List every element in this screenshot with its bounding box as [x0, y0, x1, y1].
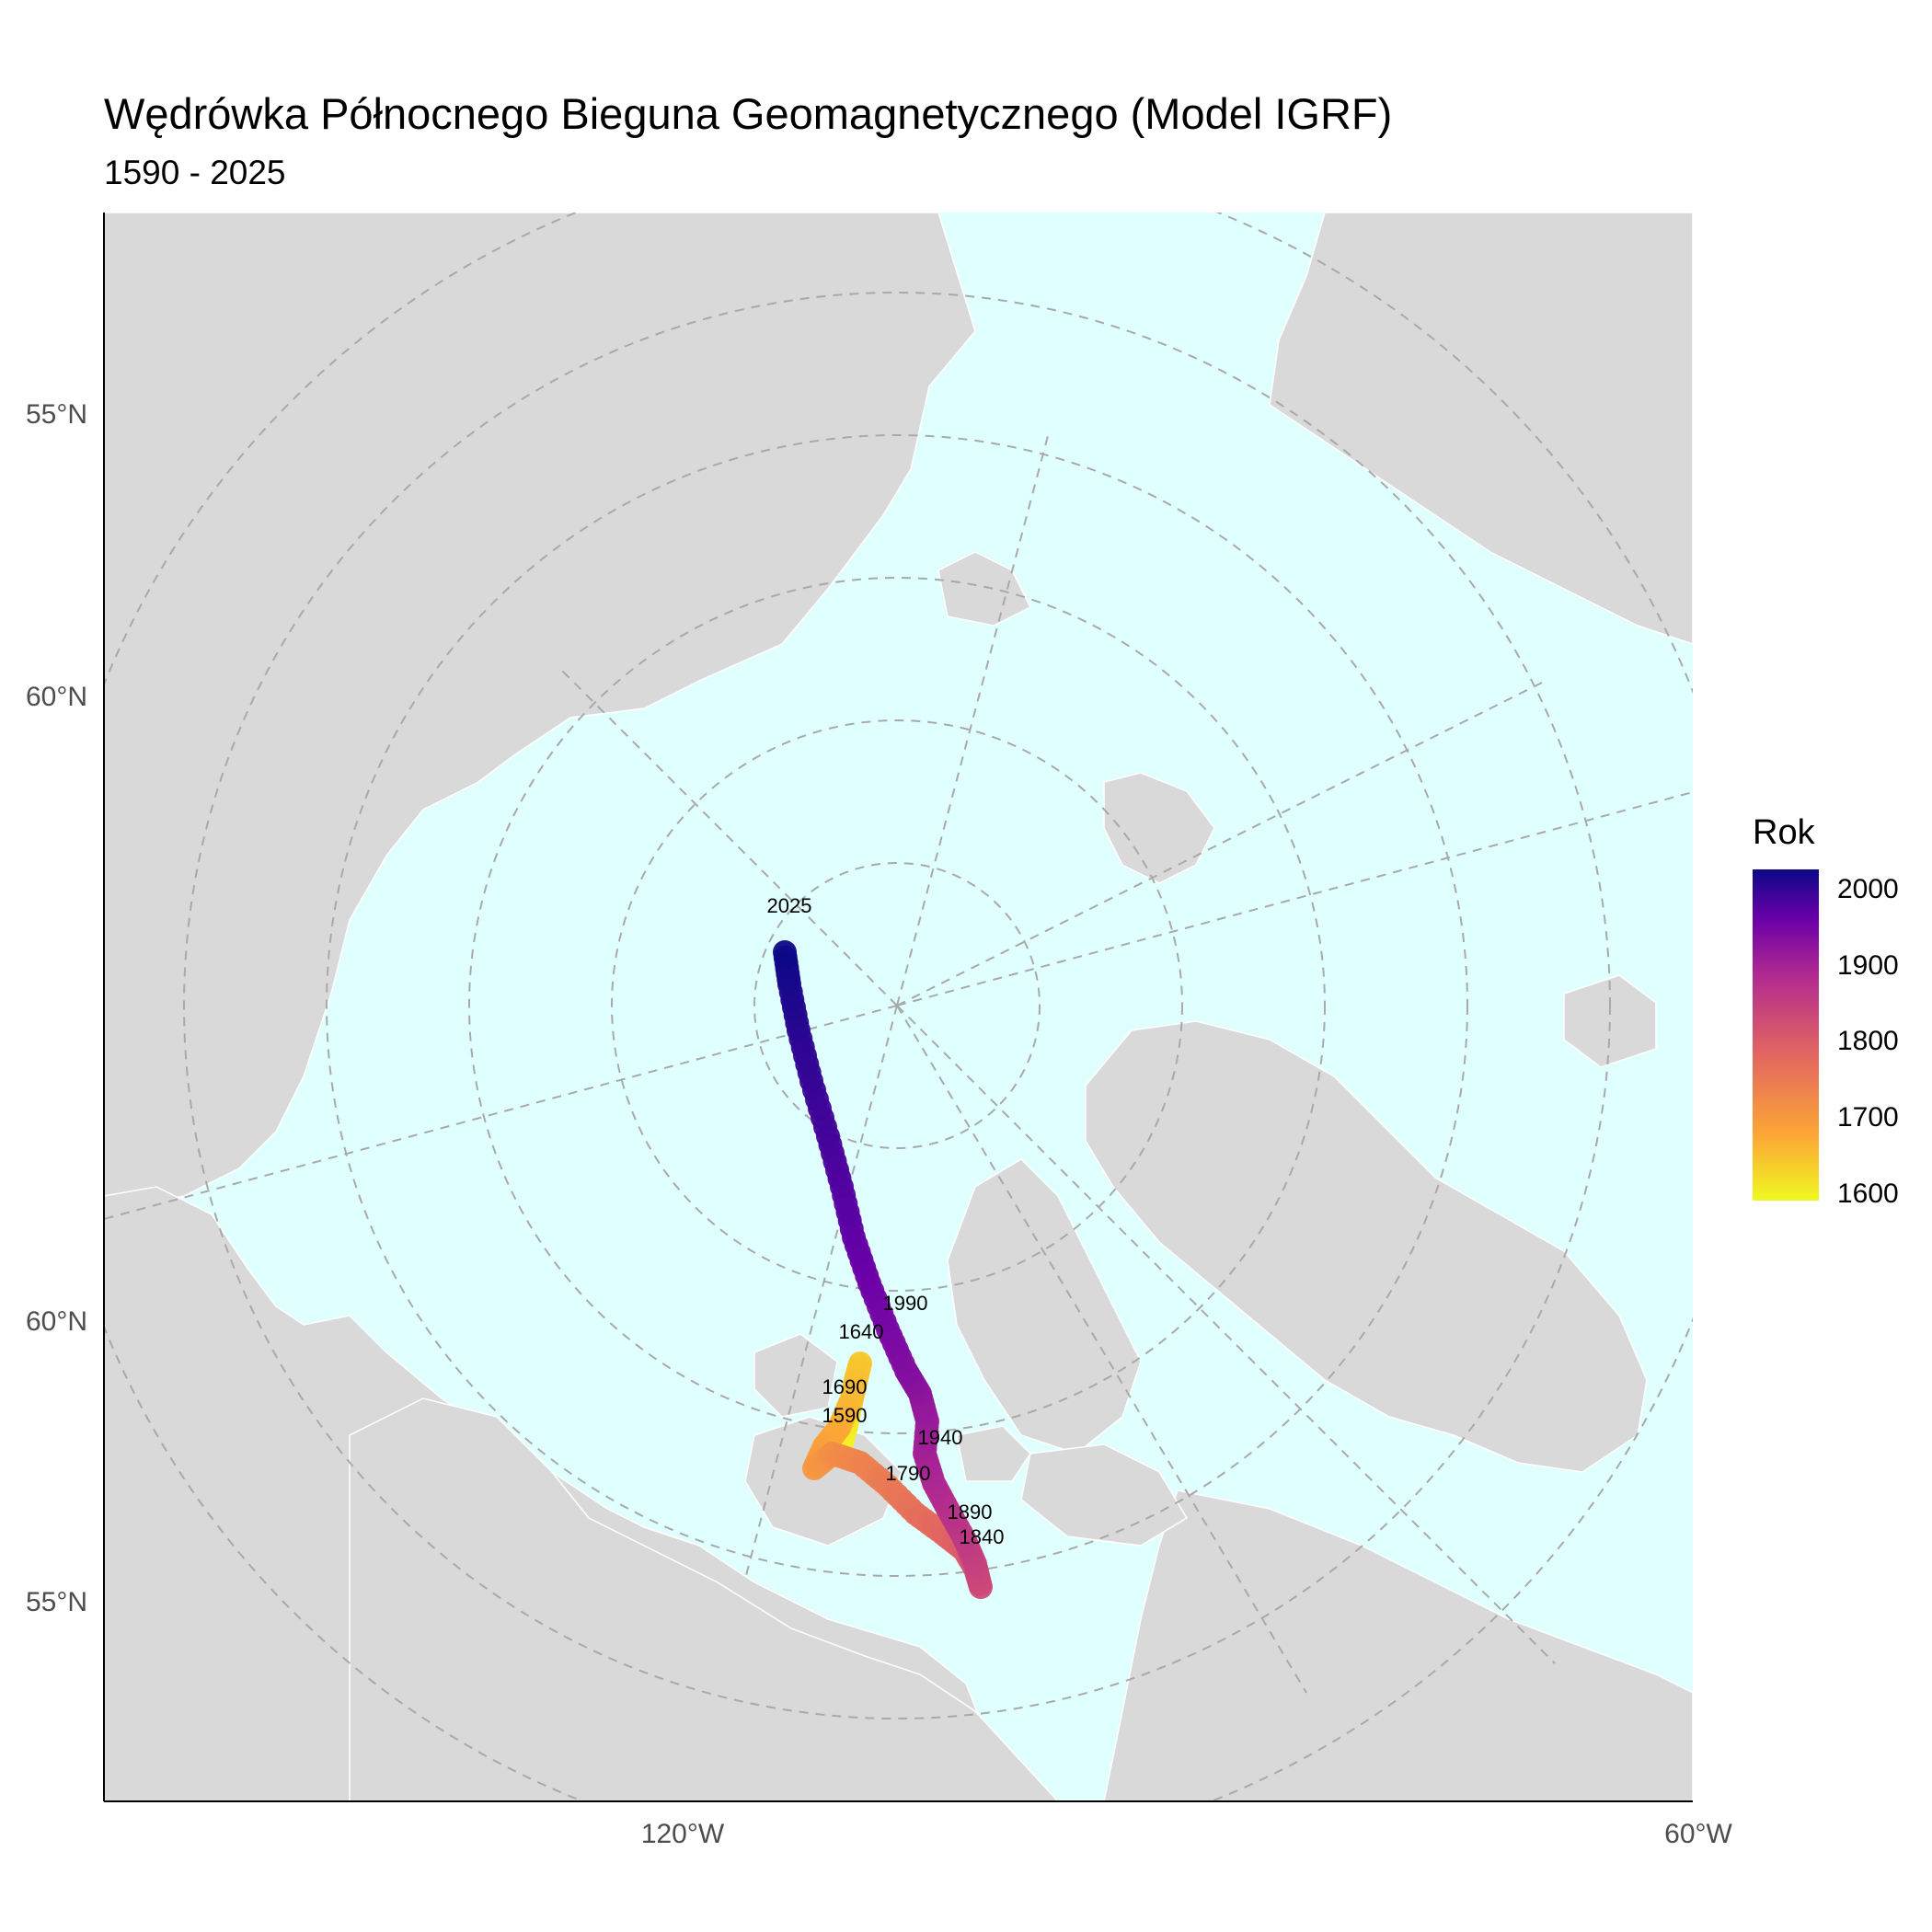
meridian-line: [896, 680, 1547, 1006]
year-label: 1890: [948, 1501, 993, 1524]
y-axis-ticks: 55°N 60°N 60°N 55°N: [26, 399, 87, 1617]
land-devon-island: [956, 1425, 1031, 1482]
graticule: [104, 213, 1693, 1801]
land-canada-east: [1103, 1489, 1693, 1801]
year-label: 1690: [822, 1375, 868, 1398]
year-label: 1590: [822, 1404, 868, 1427]
year-labels: 2025 1990 1940 1890 1840 1790 1690 1640 …: [767, 894, 1005, 1548]
legend-colorbar: [1753, 869, 1819, 1201]
legend-tick: 2000: [1837, 874, 1899, 904]
x-axis-ticks: 120°W 60°W: [641, 1819, 1733, 1849]
x-tick-label: 60°W: [1664, 1819, 1732, 1849]
y-tick-label: 55°N: [26, 1587, 87, 1617]
land-siberia: [104, 213, 976, 1206]
pole-track: [773, 940, 993, 1599]
meridian-line: [560, 669, 898, 1006]
meridian-line: [104, 1005, 898, 1220]
year-label: 1640: [839, 1320, 884, 1343]
legend: Rok 2000 1900 1800 1700 1600: [1753, 813, 1899, 1209]
land-novaya-zemlya: [937, 551, 1032, 627]
map-panel: 2025 1990 1940 1890 1840 1790 1690 1640 …: [104, 213, 1693, 1801]
legend-title: Rok: [1753, 813, 1816, 852]
legend-tick: 1900: [1837, 950, 1899, 981]
land-svalbard: [1103, 772, 1215, 884]
land-iceland: [1563, 974, 1657, 1068]
meridian-line: [896, 1005, 1556, 1664]
meridian-line: [896, 1005, 1307, 1694]
land-banks-island: [753, 1333, 838, 1418]
y-tick-label: 55°N: [26, 399, 87, 430]
year-label: 2025: [767, 894, 812, 917]
track-point: [773, 940, 797, 964]
year-label: 1990: [883, 1292, 928, 1315]
legend-tick: 1600: [1837, 1179, 1899, 1209]
year-label: 1790: [886, 1462, 931, 1485]
latitude-circle: [753, 862, 1041, 1149]
latitude-circle: [611, 719, 1183, 1292]
legend-tick: 1700: [1837, 1102, 1899, 1133]
land-scandinavia: [1269, 213, 1693, 645]
land-alaska-canada: [349, 1397, 1060, 1801]
legend-tick: 1800: [1837, 1026, 1899, 1056]
meridian-line: [896, 791, 1693, 1006]
latitude-circle: [183, 292, 1611, 1719]
chart-title: Wędrówka Północnego Bieguna Geomagnetycz…: [104, 89, 1392, 138]
year-label: 1940: [918, 1426, 963, 1449]
chart-subtitle: 1590 - 2025: [104, 154, 286, 191]
land-ellesmere: [947, 1158, 1142, 1455]
land-baffin: [1020, 1443, 1189, 1547]
latitude-circle: [468, 577, 1326, 1434]
year-label: 1840: [960, 1525, 1005, 1548]
y-tick-label: 60°N: [26, 682, 87, 712]
latitude-circle: [326, 434, 1468, 1577]
y-tick-label: 60°N: [26, 1306, 87, 1337]
x-tick-label: 120°W: [641, 1819, 725, 1849]
